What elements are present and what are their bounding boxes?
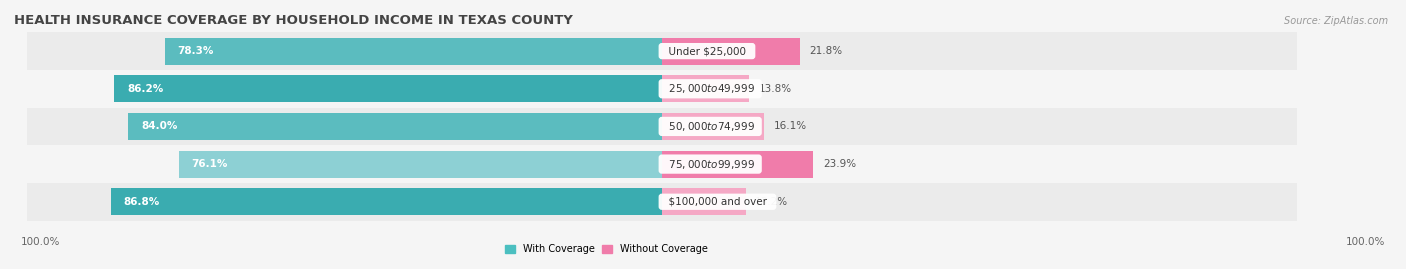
Bar (165, 38, 662, 65)
Text: $25,000 to $49,999: $25,000 to $49,999 (662, 82, 759, 95)
Bar (662, 151, 814, 178)
Bar (662, 113, 763, 140)
Text: 100.0%: 100.0% (21, 238, 60, 247)
Text: 13.8%: 13.8% (759, 84, 792, 94)
Text: 16.1%: 16.1% (773, 121, 807, 132)
Text: $100,000 and over: $100,000 and over (662, 197, 773, 207)
Text: 86.8%: 86.8% (124, 197, 159, 207)
Text: 84.0%: 84.0% (141, 121, 177, 132)
Text: 13.2%: 13.2% (755, 197, 789, 207)
Bar (27, 108, 1296, 145)
Bar (27, 145, 1296, 183)
Text: Under $25,000: Under $25,000 (662, 46, 752, 56)
Bar (114, 75, 662, 102)
Bar (128, 113, 662, 140)
Text: 100.0%: 100.0% (1346, 238, 1385, 247)
Text: $75,000 to $99,999: $75,000 to $99,999 (662, 158, 759, 171)
Text: 23.9%: 23.9% (823, 159, 856, 169)
Bar (662, 75, 749, 102)
Bar (27, 183, 1296, 221)
Text: 78.3%: 78.3% (177, 46, 214, 56)
Legend: With Coverage, Without Coverage: With Coverage, Without Coverage (502, 241, 710, 257)
Bar (27, 70, 1296, 108)
Text: 86.2%: 86.2% (127, 84, 163, 94)
Bar (27, 32, 1296, 70)
Bar (179, 151, 662, 178)
Text: $50,000 to $74,999: $50,000 to $74,999 (662, 120, 759, 133)
Text: HEALTH INSURANCE COVERAGE BY HOUSEHOLD INCOME IN TEXAS COUNTY: HEALTH INSURANCE COVERAGE BY HOUSEHOLD I… (14, 14, 572, 27)
Bar (662, 38, 800, 65)
Text: 21.8%: 21.8% (810, 46, 842, 56)
Bar (111, 188, 662, 215)
Text: Source: ZipAtlas.com: Source: ZipAtlas.com (1284, 16, 1388, 26)
Bar (662, 188, 745, 215)
Text: 76.1%: 76.1% (191, 159, 228, 169)
